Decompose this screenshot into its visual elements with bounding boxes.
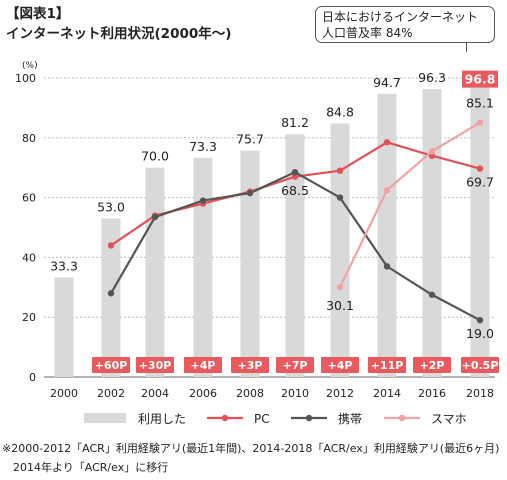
legend-label: 利用した: [138, 412, 186, 426]
series-point: [199, 197, 207, 204]
series-point: [336, 283, 344, 291]
x-tick-label: 2006: [189, 387, 217, 400]
x-tick-label: 2000: [50, 387, 78, 400]
chart-title: インターネット利用状況(2000年〜): [6, 26, 232, 42]
series-point: [151, 213, 159, 221]
x-tick-label: 2010: [281, 387, 309, 400]
legend-swatch-point: [305, 414, 313, 422]
series-point: [336, 167, 344, 174]
y-tick-label: 60: [22, 192, 36, 205]
growth-badge-label: +0.5P: [462, 359, 499, 372]
growth-badge: [276, 357, 314, 373]
callout-box: 日本におけるインターネット 人口普及率 84%: [315, 6, 495, 43]
legend-swatch-point: [221, 414, 229, 422]
y-tick-label: 40: [22, 251, 36, 264]
x-tick-label: 2018: [466, 387, 494, 400]
y-tick-label: 0: [29, 371, 36, 384]
x-tick-label: 2004: [141, 387, 169, 400]
x-tick-label: 2012: [326, 387, 354, 400]
bar: [285, 134, 305, 377]
y-tick-label: 80: [22, 132, 36, 145]
y-tick-label: 100: [15, 72, 36, 85]
y-tick-label: 20: [22, 311, 36, 324]
annotation-label: 19.0: [466, 326, 494, 341]
annotation-label: 68.5: [281, 183, 309, 198]
footnote-1: ※2000-2012「ACR」利用経験アリ(最近1年間)、2014-2018「A…: [2, 442, 500, 455]
legend-swatch-point: [398, 414, 406, 422]
bar: [422, 89, 442, 378]
series-point: [428, 152, 436, 159]
callout-tail: [466, 42, 467, 52]
bar-value-label: 96.3: [418, 70, 446, 85]
x-tick-label: 2002: [97, 387, 125, 400]
series-point: [291, 173, 299, 180]
bar: [145, 167, 165, 377]
chart-canvas: 0 20 40 60 80 100(%) 33.3 53.0 70.0 73.3 75.7 81.2 8…: [15, 61, 499, 426]
series-point: [476, 119, 484, 126]
growth-badge: [231, 357, 269, 373]
bar: [470, 87, 490, 378]
series-point: [291, 168, 299, 176]
bar: [240, 150, 260, 377]
bar-value-label: 33.3: [50, 258, 78, 273]
growth-badge: [92, 357, 130, 373]
bar-value-label: 96.8: [465, 72, 496, 87]
series-point: [428, 148, 436, 155]
series-point: [107, 290, 115, 297]
growth-badge: [461, 357, 499, 373]
series-point: [476, 316, 484, 324]
callout-line-2: 人口普及率 84%: [322, 26, 413, 40]
series-line-スマホ: [339, 121, 481, 288]
growth-badge-label: +7P: [283, 359, 308, 372]
bar: [377, 93, 397, 378]
growth-badge-label: +3P: [238, 359, 263, 372]
annotation-label: 69.7: [466, 175, 494, 190]
growth-badge: [321, 357, 359, 373]
bar-value-label: 70.0: [141, 149, 169, 164]
bar-highlight-badge: [462, 70, 498, 88]
series-point: [107, 242, 115, 249]
growth-badge-label: +60P: [95, 359, 128, 372]
growth-badge: [413, 357, 451, 373]
annotation-label: 85.1: [466, 96, 494, 111]
growth-badge-label: +2P: [420, 359, 445, 372]
x-tick-label: 2014: [373, 387, 401, 400]
callout-line-1: 日本におけるインターネット: [322, 10, 479, 24]
series-point: [428, 291, 436, 298]
bar-value-label: 84.8: [326, 104, 354, 119]
bar: [330, 123, 350, 377]
y-unit-label: (%): [22, 61, 38, 71]
bar: [101, 218, 121, 377]
bar-value-label: 73.3: [189, 139, 217, 154]
footnote-2: 2014年より「ACR/ex」に移行: [13, 461, 169, 474]
x-tick-label: 2016: [418, 387, 446, 400]
bar: [193, 157, 213, 377]
figure-label: 【図表1】: [6, 6, 70, 22]
growth-badge-label: +4P: [191, 359, 216, 372]
growth-badge: [368, 357, 406, 373]
series-point: [476, 165, 484, 172]
bar: [54, 277, 74, 377]
series-point: [383, 263, 391, 270]
bar-value-label: 75.7: [236, 132, 264, 147]
legend-label: 携帯: [338, 411, 362, 426]
growth-badge-label: +11P: [371, 359, 404, 372]
annotation-label: 30.1: [326, 298, 354, 313]
series-point: [383, 186, 391, 194]
growth-badge-label: +4P: [328, 359, 353, 372]
bar-value-label: 81.2: [281, 115, 309, 130]
x-tick-label: 2008: [236, 387, 264, 400]
legend-label: PC: [254, 412, 270, 426]
growth-badge: [136, 357, 174, 373]
series-point: [336, 194, 344, 201]
legend-swatch-bar: [84, 413, 126, 423]
growth-badge-label: +30P: [139, 359, 172, 372]
bar-value-label: 53.0: [97, 200, 125, 215]
series-point: [383, 139, 391, 146]
growth-badge: [184, 357, 222, 373]
series-point: [246, 189, 254, 197]
legend-label: スマホ: [431, 412, 467, 426]
bar-value-label: 94.7: [373, 75, 401, 90]
